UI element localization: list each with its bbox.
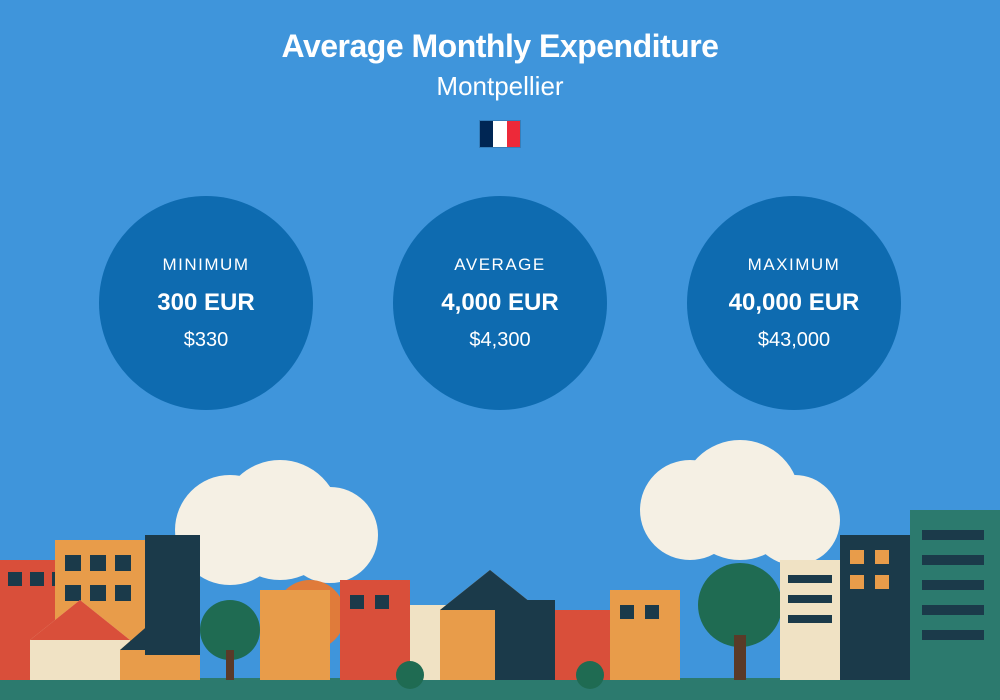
stat-value-usd: $4,300: [469, 329, 530, 352]
stat-label: MINIMUM: [163, 255, 250, 275]
stat-value-eur: 4,000 EUR: [441, 289, 558, 317]
stat-circle-minimum: MINIMUM 300 EUR $330: [99, 196, 313, 410]
stat-label: AVERAGE: [454, 255, 545, 275]
stat-circle-maximum: MAXIMUM 40,000 EUR $43,000: [687, 196, 901, 410]
country-flag-icon: [479, 120, 521, 148]
page-title: Average Monthly Expenditure: [0, 28, 1000, 65]
stat-value-eur: 300 EUR: [157, 289, 254, 317]
flag-stripe-blue: [480, 121, 493, 147]
flag-stripe-red: [507, 121, 520, 147]
stat-value-usd: $43,000: [758, 329, 830, 352]
flag-stripe-white: [493, 121, 506, 147]
stat-value-usd: $330: [184, 329, 229, 352]
stats-row: MINIMUM 300 EUR $330 AVERAGE 4,000 EUR $…: [0, 196, 1000, 410]
stat-value-eur: 40,000 EUR: [729, 289, 860, 317]
header-section: Average Monthly Expenditure Montpellier: [0, 0, 1000, 148]
stat-label: MAXIMUM: [748, 255, 841, 275]
skyline-illustration: [0, 440, 1000, 700]
city-subtitle: Montpellier: [0, 71, 1000, 102]
stat-circle-average: AVERAGE 4,000 EUR $4,300: [393, 196, 607, 410]
